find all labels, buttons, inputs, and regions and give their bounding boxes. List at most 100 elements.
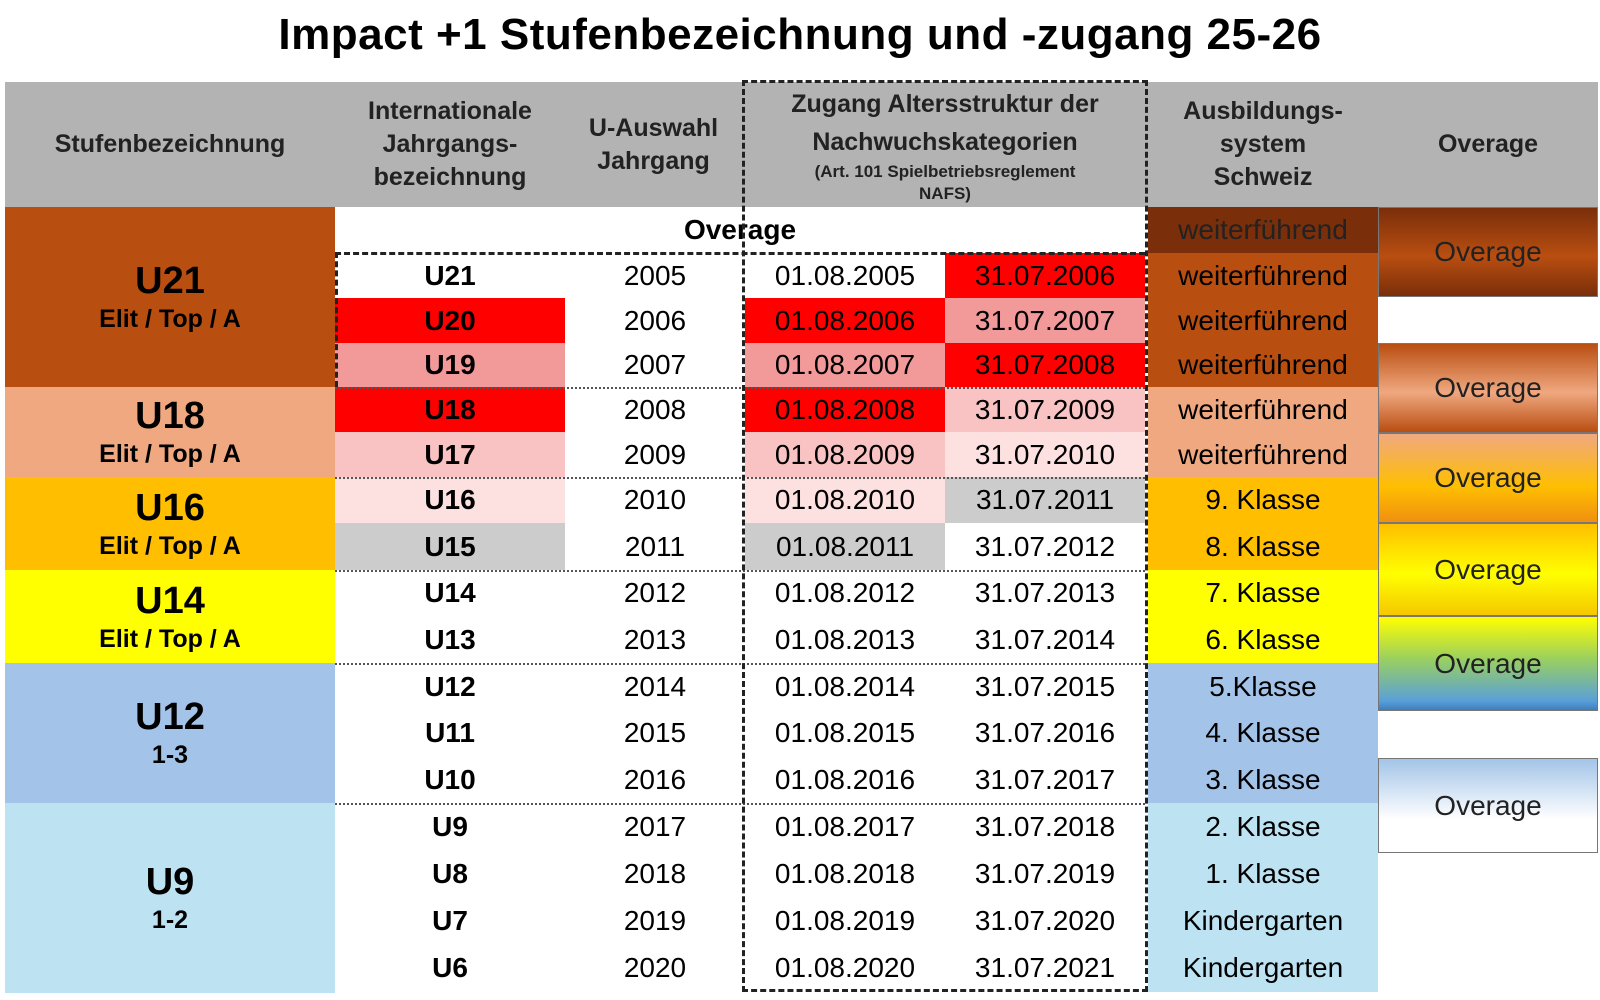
table-cell-intl: U19 [335,343,565,387]
table-cell-from: 01.08.2011 [745,523,945,570]
zugang-frame [742,80,1148,992]
table-cell-from: 01.08.2020 [774,952,916,983]
table-cell-to: 31.07.2010 [945,432,1145,477]
table-cell-intl: U11 [425,717,475,748]
table-cell-ausbildung: 4. Klasse [1148,710,1378,756]
table-cell-from: 01.08.2007 [745,343,945,387]
group-separator [335,663,1145,665]
table-cell-ausbildung: weiterführend [1148,387,1378,432]
table-cell-intl: U15 [335,523,565,570]
header-u-auswahl: U-Auswahl Jahrgang [588,113,719,175]
table-cell-to: 31.07.2012 [974,530,1116,562]
table-cell-year: 2007 [623,349,687,380]
table-cell-year: 2016 [623,763,687,795]
table-cell-from: 01.08.2014 [774,670,916,702]
table-cell-to: 31.07.2018 [974,810,1116,842]
table-cell-intl: U8 [432,857,468,889]
group-separator [335,803,1145,805]
table-cell-year: 2012 [623,577,687,608]
table-cell-intl: U13 [424,623,476,655]
table-cell-intl: U16 [335,477,565,523]
table-cell-intl: U7 [432,904,468,936]
group-u14: U14 Elit / Top / A [5,570,335,663]
table-cell-to: 31.07.2014 [974,623,1116,655]
table-cell-year: 2018 [623,857,687,889]
table-cell-ausbildung: weiterführend [1148,432,1378,477]
table-cell-from: 01.08.2008 [745,387,945,432]
table-cell-year: 2017 [623,810,687,842]
table-cell-ausbildung: 2. Klasse [1148,803,1378,850]
table-cell-year: 2011 [624,530,686,562]
table-cell-year: 2015 [623,717,687,748]
table-cell-ausbildung: 1. Klasse [1148,850,1378,897]
group-u16: U16 Elit / Top / A [5,477,335,570]
table-cell-from: 01.08.2017 [774,810,916,842]
table-cell-intl: U14 [424,577,476,608]
table-cell-from: 01.08.2009 [745,432,945,477]
table-cell-ausbildung: Kindergarten [1148,897,1378,944]
table-cell-to: 31.07.2017 [974,763,1116,795]
table-cell-year: 2008 [623,393,687,425]
table-cell-intl: U21 [424,259,476,291]
table-cell-ausbildung: weiterführend [1148,298,1378,343]
table-cell-ausbildung: weiterführend [1148,253,1378,298]
table-cell-ausbildung: Kindergarten [1148,944,1378,992]
table-cell-from: 01.08.2016 [774,763,916,795]
overage-row-ausbildung: weiterführend [1148,207,1378,253]
table-cell-to: 31.07.2020 [974,904,1116,936]
table-cell-intl: U18 [335,387,565,432]
table-cell-to: 31.07.2019 [974,857,1116,889]
table-cell-year: 2010 [623,484,687,515]
group-u18: U18 Elit / Top / A [5,387,335,477]
table-cell-to: 31.07.2016 [974,717,1116,748]
table-cell-to: 31.07.2015 [974,670,1116,702]
table-cell-intl: U9 [432,810,468,842]
overage-divider-left [335,252,338,387]
table-cell-year: 2006 [623,304,687,336]
table-cell-from: 01.08.2012 [774,577,916,608]
table-cell-ausbildung: 3. Klasse [1148,756,1378,803]
table-cell-to: 31.07.2006 [945,253,1145,298]
group-separator [335,570,1145,572]
table-cell-year: 2009 [623,438,687,470]
table-cell-intl: U20 [335,298,565,343]
overage-cell-u12: Overage [1378,616,1598,711]
overage-divider [335,252,1145,255]
overage-cell-u16: Overage [1378,433,1598,523]
header-ausbildung: Ausbildungs- system Schweiz [1183,97,1343,191]
group-separator [335,387,1145,389]
table-cell-from: 01.08.2006 [745,298,945,343]
table-cell-intl: U17 [335,432,565,477]
table-cell-year: 2005 [623,259,687,291]
header-overage: Overage [1437,130,1539,158]
table-cell-year: 2014 [623,670,687,702]
group-separator [335,477,1145,479]
table-cell-to: 31.07.2011 [945,477,1145,523]
overage-cell-u18: Overage [1378,343,1598,433]
table-cell-to: 31.07.2009 [945,387,1145,432]
table-cell-to: 31.07.2007 [945,298,1145,343]
table-cell-intl: U6 [432,952,468,983]
table-cell-from: 01.08.2013 [774,623,916,655]
group-u12: U12 1-3 [5,663,335,803]
table-cell-from: 01.08.2018 [774,857,916,889]
table-cell-from: 01.08.2005 [774,259,916,291]
header-zugang: Zugang Altersstruktur der Nachwuchskateg… [791,89,1099,203]
table-cell-to: 31.07.2008 [945,343,1145,387]
page-title: Impact +1 Stufenbezeichnung und -zugang … [278,10,1322,59]
overage-cell-u21: Overage [1378,207,1598,297]
table-cell-ausbildung: weiterführend [1148,343,1378,387]
table-cell-ausbildung: 8. Klasse [1148,523,1378,570]
table-cell-year: 2013 [623,623,687,655]
table-cell-from: 01.08.2010 [745,477,945,523]
table-cell-year: 2019 [623,904,687,936]
header-stufenbezeichnung: Stufenbezeichnung [54,130,286,158]
table-cell-to: 31.07.2021 [974,952,1116,983]
table-cell-intl: U10 [424,763,476,795]
table-cell-ausbildung: 6. Klasse [1148,616,1378,663]
table-cell-ausbildung: 5.Klasse [1148,663,1378,710]
table-cell-ausbildung: 9. Klasse [1148,477,1378,523]
table-cell-intl: U12 [424,670,476,702]
table-cell-from: 01.08.2019 [774,904,916,936]
overage-row-label: Overage [683,214,797,245]
